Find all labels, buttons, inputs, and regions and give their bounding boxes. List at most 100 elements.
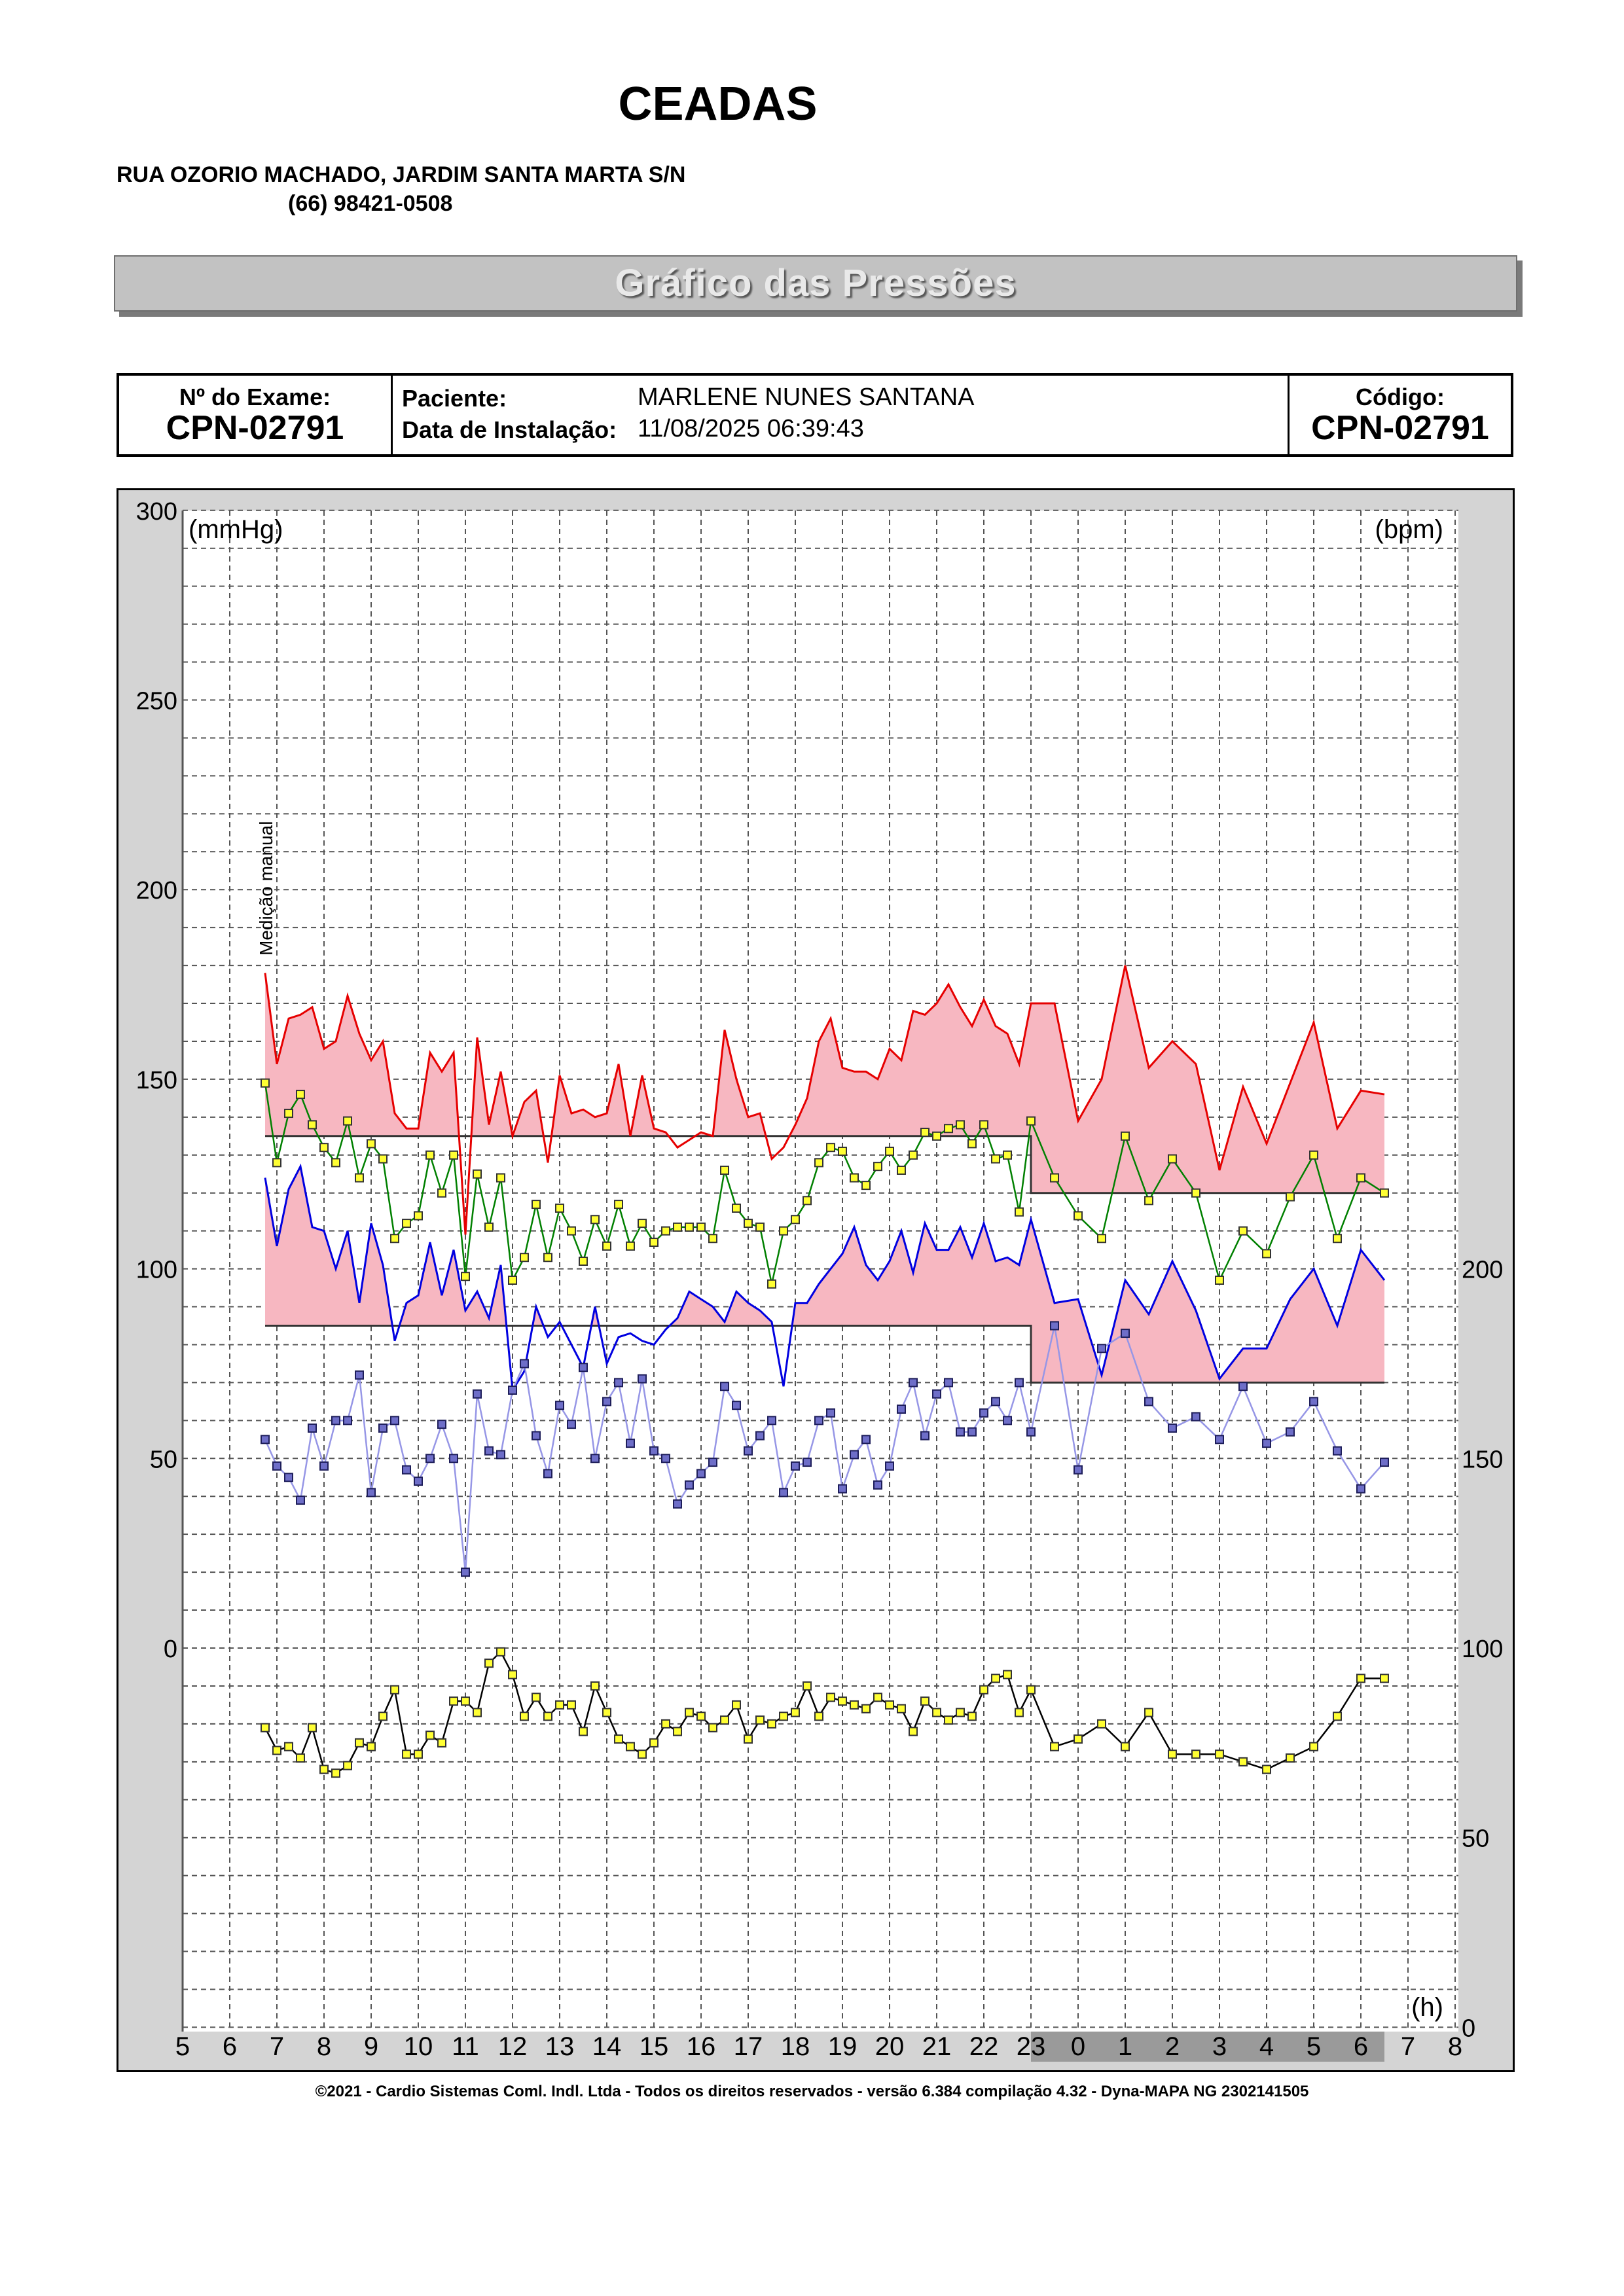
pulse-pressure-point [261,1723,270,1732]
pulse-pressure-point [425,1731,435,1740]
mean-point [791,1215,800,1225]
mean-point [261,1078,270,1088]
heart-rate-point [567,1420,576,1429]
mean-point [484,1222,494,1232]
mean-point [979,1120,988,1130]
mean-point [437,1188,446,1198]
pulse-pressure-point [991,1674,1000,1683]
mean-point [414,1211,423,1221]
heart-rate-point [1380,1458,1389,1467]
mean-point [649,1238,659,1247]
mean-point [720,1165,729,1175]
pulse-pressure-point [1286,1753,1295,1763]
systolic-limit-line [265,1135,1384,1194]
heart-rate-point [767,1416,776,1426]
mean-point [814,1158,823,1168]
x-tick-label: 6 [223,2032,237,2061]
pulse-pressure-point [402,1749,411,1759]
mean-point [1121,1131,1130,1141]
pulse-pressure-point [473,1708,482,1717]
right-tick-label: 150 [1462,1446,1503,1473]
x-tick-label: 12 [498,2032,528,2061]
diastolic-line [264,1163,1386,1393]
mean-point [343,1116,352,1126]
heart-rate-point [673,1499,682,1509]
heart-rate-point [885,1461,894,1471]
mean-point [567,1226,576,1236]
heart-rate-point [402,1465,411,1475]
left-tick-label: 50 [150,1446,177,1473]
exam-number-value: CPN-02791 [166,409,344,447]
pulse-pressure-point [1050,1742,1059,1751]
mean-point [1026,1116,1036,1126]
pulse-pressure-point [779,1712,788,1721]
mean-point [826,1143,835,1153]
pulse-pressure-point [1309,1742,1318,1751]
right-tick-label: 200 [1462,1257,1503,1284]
pulse-pressure-point [1074,1734,1083,1744]
pulse-pressure-point [1356,1674,1365,1683]
right-tick-label: 100 [1462,1636,1503,1663]
pulse-pressure-point [331,1768,340,1778]
pulse-pressure-point [979,1685,988,1695]
heart-rate-point [425,1454,435,1463]
mean-point [885,1146,894,1156]
pulse-pressure-point [367,1742,376,1751]
mean-point [638,1219,647,1229]
diastolic-limit-line [265,1325,1384,1384]
heart-rate-point [1121,1329,1130,1338]
heart-rate-point [543,1469,552,1479]
pulse-pressure-point [826,1693,835,1702]
pulse-pressure-point [590,1681,600,1691]
heart-rate-point [602,1397,611,1407]
mean-point [732,1203,741,1213]
heart-rate-point [932,1389,941,1399]
systolic-line [264,965,1385,1235]
exam-info-table: Nº do Exame: CPN-02791 Paciente: MARLENE… [117,373,1513,457]
mean-point [355,1173,364,1183]
x-tick-label: 14 [592,2032,622,2061]
heart-rate-point [779,1488,788,1498]
pulse-pressure-point [1238,1757,1248,1767]
pulse-pressure-point [272,1746,281,1755]
heart-rate-point [791,1461,800,1471]
heart-rate-point [614,1378,623,1388]
mean-point [861,1181,871,1191]
pulse-pressure-point [696,1712,706,1721]
mean-point [1286,1192,1295,1202]
pulse-pressure-point [614,1734,623,1744]
patient-cell: Paciente: MARLENE NUNES SANTANA Data de … [393,376,1290,454]
mean-point [744,1219,753,1229]
x-tick-label: 13 [545,2032,575,2061]
pulse-pressure-point [755,1715,765,1725]
heart-rate-point [532,1431,541,1441]
pulse-pressure-point [1144,1708,1153,1717]
x-tick-label: 23 [1017,2032,1046,2061]
heart-rate-point [638,1374,647,1384]
heart-rate-point [956,1427,965,1437]
report-title: Gráfico das Pressões [615,262,1017,304]
heart-rate-point [1015,1378,1024,1388]
heart-rate-point [897,1404,906,1414]
pulse-pressure-point [284,1742,293,1751]
mean-point [661,1226,670,1236]
pulse-pressure-point [437,1738,446,1748]
mean-point [496,1173,505,1183]
mean-point [1097,1234,1106,1244]
heart-rate-point [755,1431,765,1441]
pulse-pressure-point [838,1696,847,1706]
mean-point [296,1090,305,1100]
mean-point [1168,1154,1177,1164]
heart-rate-point [378,1423,388,1433]
pulse-pressure-point [1262,1765,1271,1774]
heart-rate-point [308,1423,317,1433]
pulse-pressure-point [343,1761,352,1770]
mean-point [449,1150,458,1160]
heart-rate-point [861,1435,871,1444]
heart-rate-point [473,1389,482,1399]
heart-rate-point [1238,1382,1248,1391]
mean-point [1333,1234,1342,1244]
heart-rate-point [814,1416,823,1426]
pulse-pressure-point [649,1738,659,1748]
clinic-address: RUA OZORIO MACHADO, JARDIM SANTA MARTA S… [117,162,686,187]
